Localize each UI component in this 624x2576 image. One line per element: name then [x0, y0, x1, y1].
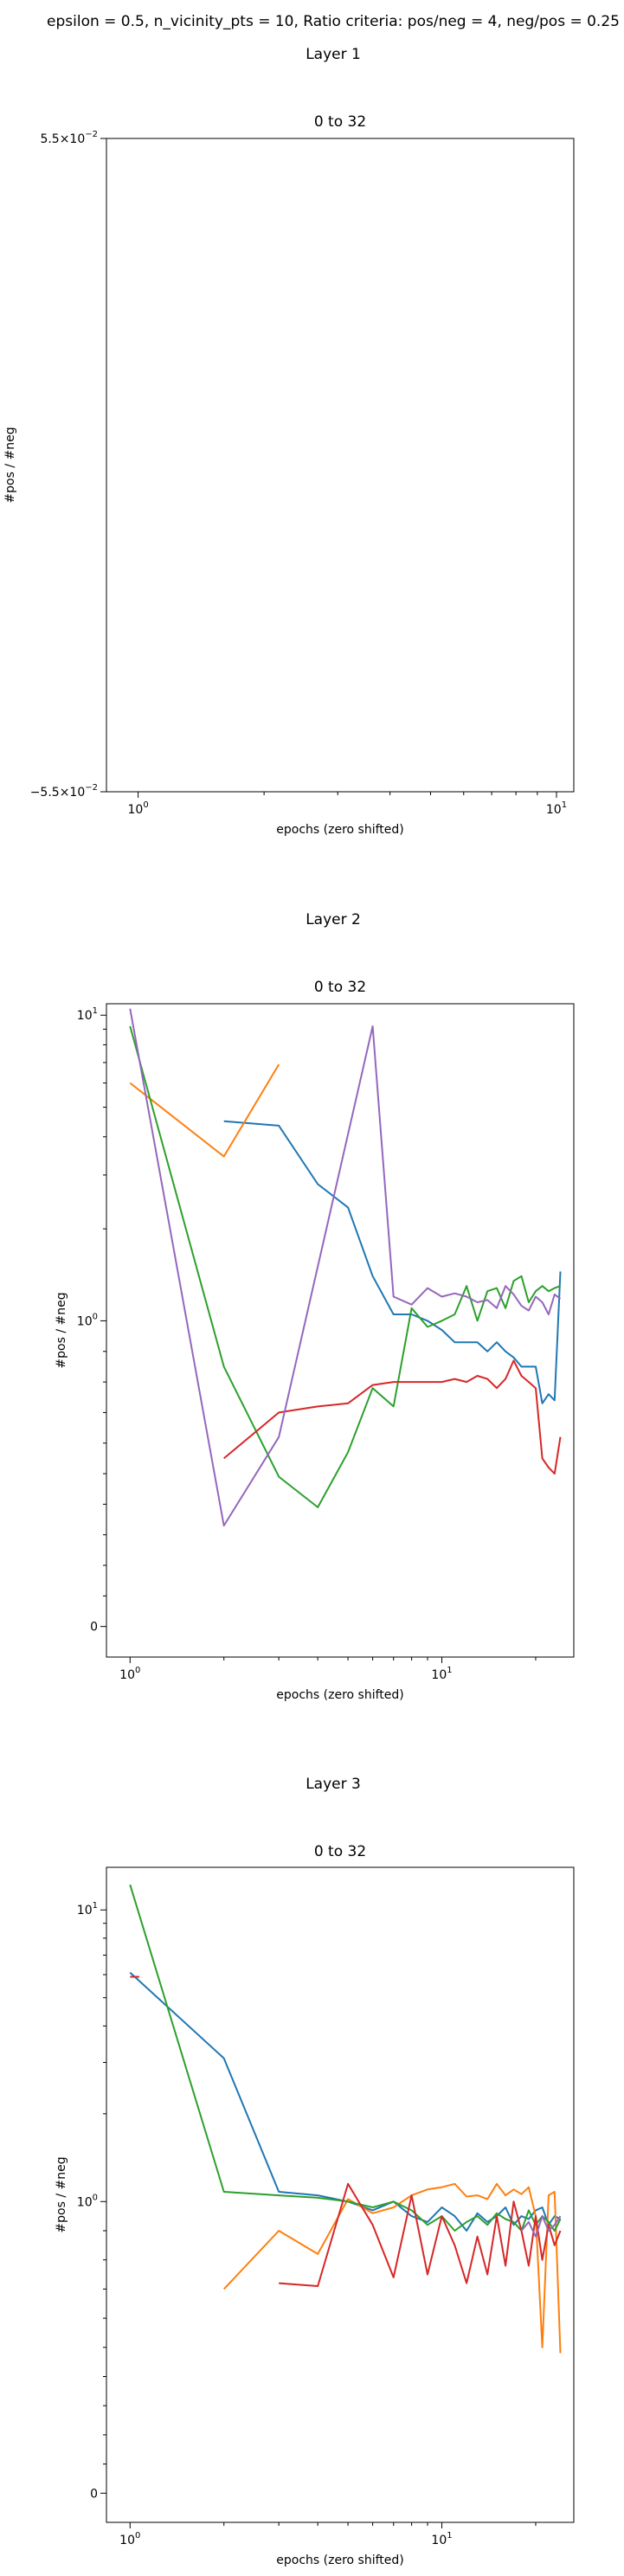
chart-3-xtick-label: 100 — [119, 2531, 140, 2547]
chart-3-ylabel: #pos / #neg — [55, 2156, 68, 2232]
layer-1-title: Layer 1 — [306, 46, 361, 63]
chart-3-series-5-line — [520, 2215, 562, 2238]
chart-2-series-4-line — [223, 1359, 562, 1475]
chart-2-xlabel: epochs (zero shifted) — [276, 1688, 403, 1702]
figure-suptitle: epsilon = 0.5, n_vicinity_pts = 10, Rati… — [47, 13, 620, 30]
chart-2-ylabel: #pos / #neg — [55, 1292, 68, 1368]
chart-2-title: 0 to 32 — [314, 979, 366, 996]
chart-2-series-2-line — [129, 1063, 280, 1158]
chart-3-title: 0 to 32 — [314, 1843, 366, 1860]
chart-3-xlabel: epochs (zero shifted) — [276, 2554, 403, 2567]
chart-1-xtick-label: 101 — [546, 800, 567, 817]
chart-2-ytick-label: 0 — [90, 1621, 98, 1635]
chart-3-series-2-line — [222, 2182, 562, 2354]
chart-2-xtick-label: 100 — [119, 1666, 140, 1682]
chart-2-ytick-label: 100 — [77, 1312, 98, 1328]
chart-2-ytick-label: 101 — [77, 1006, 98, 1023]
chart-1-xtick-label: 100 — [128, 800, 149, 817]
chart-3-ytick-label: 100 — [77, 2193, 98, 2209]
chart-2-frame — [106, 1003, 575, 1658]
chart-3-xtick-label: 101 — [431, 2531, 452, 2547]
layer-2-title: Layer 2 — [306, 911, 361, 928]
chart-2-series-3-line — [129, 1025, 561, 1508]
chart-1-ytick-label: −5.5×10−2 — [30, 783, 98, 800]
chart-2-series-5-line — [129, 1008, 562, 1527]
chart-1-title: 0 to 32 — [314, 113, 366, 131]
layer-3-title: Layer 3 — [306, 1776, 361, 1793]
chart-1-frame — [106, 138, 575, 793]
chart-1-xlabel: epochs (zero shifted) — [276, 823, 403, 837]
chart-1-ytick-label: 5.5×10−2 — [40, 130, 98, 146]
chart-2-xtick-label: 101 — [431, 1666, 452, 1682]
chart-3-ytick-label: 101 — [77, 1901, 98, 1918]
chart-3-frame — [106, 1866, 575, 2523]
chart-3-series-4-line — [279, 2182, 562, 2287]
chart-3-ytick-label: 0 — [90, 2487, 98, 2501]
chart-1-ylabel: #pos / #neg — [3, 427, 17, 503]
chart-2-series-1-line — [223, 1120, 562, 1404]
